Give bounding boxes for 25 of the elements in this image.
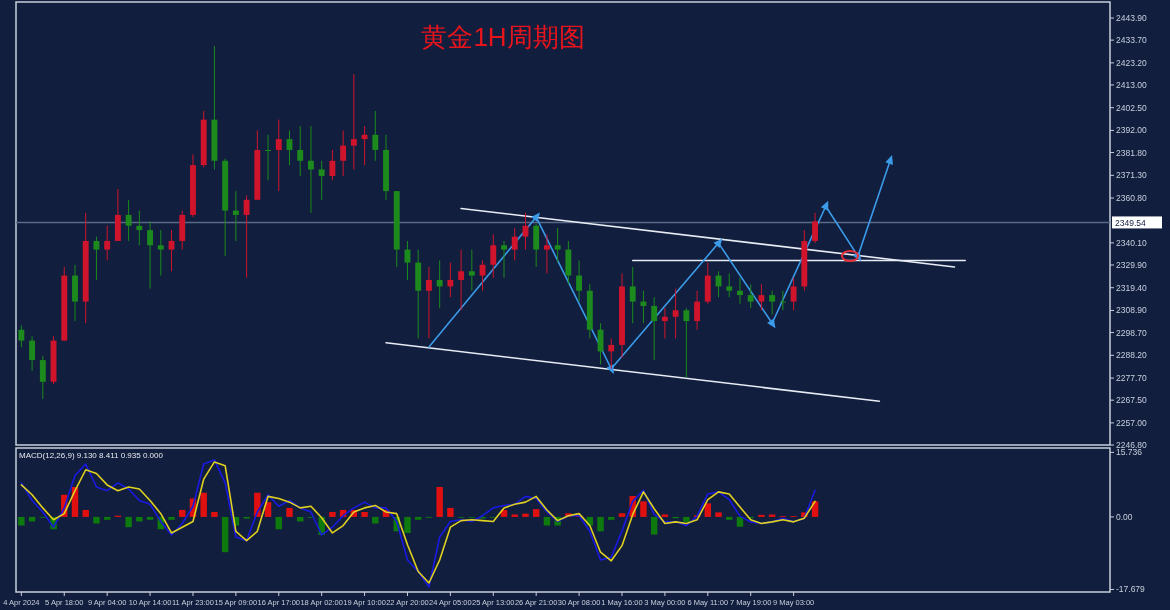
y-tick-label: 2392.00 xyxy=(1116,125,1147,136)
y-tick-label: 2413.00 xyxy=(1116,79,1147,90)
y-tick-label: 2423.20 xyxy=(1116,57,1147,68)
y-tick-label: 2246.80 xyxy=(1116,440,1147,450)
y-tick-label: -17.679 xyxy=(1116,584,1146,595)
y-tick-label: 2319.40 xyxy=(1116,282,1147,293)
y-tick-label: 2308.90 xyxy=(1116,305,1147,316)
y-tick-label: 2267.50 xyxy=(1116,395,1147,406)
y-tick-label: 2340.10 xyxy=(1116,237,1147,248)
y-tick-label: 2288.20 xyxy=(1116,350,1147,361)
y-tick-label: 2371.30 xyxy=(1116,170,1147,181)
ref-line-label: 2349.54 xyxy=(1115,217,1146,228)
y-tick-label: 2329.90 xyxy=(1116,259,1147,270)
y-tick-label: 2298.70 xyxy=(1116,327,1147,338)
y-tick-label: 2277.70 xyxy=(1116,373,1147,384)
y-tick-label: 0.00 xyxy=(1116,511,1133,522)
y-tick-label: 2257.00 xyxy=(1116,417,1147,428)
y-tick-label: 2360.80 xyxy=(1116,193,1147,204)
y-tick-label: 15.736 xyxy=(1116,447,1143,458)
text: 黄金1H周期图 xyxy=(421,22,585,52)
y-tick-label: 2402.50 xyxy=(1116,102,1147,113)
y-tick-label: 2381.80 xyxy=(1116,147,1147,158)
chart-title: MACD(12,26,9) 9.130 8.411 0.935 0.000 xyxy=(19,451,164,460)
y-tick-label: 2433.70 xyxy=(1116,35,1147,46)
y-tick-label: 2443.90 xyxy=(1116,13,1147,24)
